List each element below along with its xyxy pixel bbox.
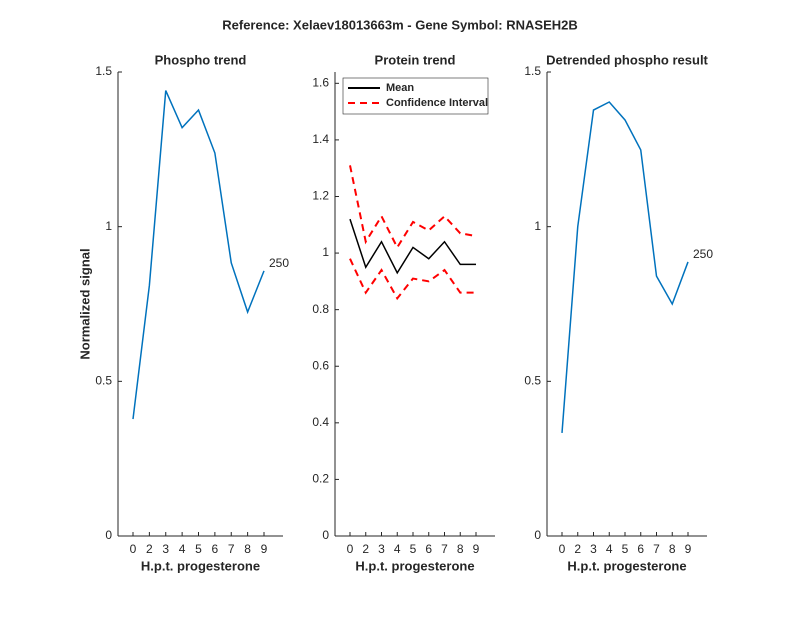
y-tick-label: 0.2 bbox=[312, 472, 329, 486]
x-tick-label: 8 bbox=[457, 542, 464, 556]
x-tick-label: 4 bbox=[179, 542, 186, 556]
y-tick-label: 0.8 bbox=[312, 302, 329, 316]
annotation: 250 bbox=[269, 256, 289, 270]
x-tick-label: 8 bbox=[669, 542, 676, 556]
y-tick-label: 1.5 bbox=[95, 64, 112, 78]
x-tick-label: 2 bbox=[362, 542, 369, 556]
line-series bbox=[349, 258, 476, 301]
x-tick-label: 6 bbox=[637, 542, 644, 556]
x-tick-label: 7 bbox=[441, 542, 448, 556]
y-tick-label: 0.5 bbox=[95, 374, 112, 388]
y-tick-label: 0 bbox=[534, 528, 541, 542]
x-tick-label: 5 bbox=[622, 542, 629, 556]
x-tick-label: 9 bbox=[685, 542, 692, 556]
x-tick-label: 7 bbox=[228, 542, 235, 556]
y-tick-label: 0.4 bbox=[312, 415, 329, 429]
y-tick-label: 1.5 bbox=[524, 64, 541, 78]
x-tick-label: 8 bbox=[244, 542, 251, 556]
x-tick-label: 7 bbox=[653, 542, 660, 556]
legend-box bbox=[342, 77, 489, 115]
y-axis-label: Normalized signal bbox=[77, 248, 92, 359]
y-tick-label: 1 bbox=[322, 245, 329, 259]
x-axis-label: H.p.t. progesterone bbox=[567, 558, 686, 573]
x-tick-label: 9 bbox=[261, 542, 268, 556]
x-tick-label: 0 bbox=[559, 542, 566, 556]
x-tick-label: 6 bbox=[425, 542, 432, 556]
x-tick-label: 3 bbox=[378, 542, 385, 556]
x-tick-label: 6 bbox=[212, 542, 219, 556]
subplot-title: Detrended phospho result bbox=[546, 52, 708, 67]
x-tick-label: 0 bbox=[130, 542, 137, 556]
x-tick-label: 5 bbox=[195, 542, 202, 556]
x-tick-label: 0 bbox=[347, 542, 354, 556]
y-tick-label: 0 bbox=[322, 528, 329, 542]
x-tick-label: 4 bbox=[606, 542, 613, 556]
legend-label: Mean bbox=[386, 82, 414, 94]
line-series bbox=[132, 90, 265, 420]
y-tick-label: 1 bbox=[534, 219, 541, 233]
y-tick-label: 1.4 bbox=[312, 132, 329, 146]
line-series bbox=[349, 165, 477, 250]
x-tick-label: 4 bbox=[394, 542, 401, 556]
y-tick-label: 1.2 bbox=[312, 189, 329, 203]
x-tick-label: 3 bbox=[162, 542, 169, 556]
x-axis-label: H.p.t. progesterone bbox=[355, 558, 474, 573]
line-series bbox=[349, 218, 476, 275]
subplot-title: Protein trend bbox=[375, 52, 456, 67]
x-tick-label: 2 bbox=[574, 542, 581, 556]
y-tick-label: 1 bbox=[105, 219, 112, 233]
y-tick-label: 0.6 bbox=[312, 358, 329, 372]
y-tick-label: 0 bbox=[105, 528, 112, 542]
y-tick-label: 1.6 bbox=[312, 75, 329, 89]
legend-label: Confidence Interval bbox=[386, 97, 488, 109]
x-tick-label: 3 bbox=[590, 542, 597, 556]
x-tick-label: 2 bbox=[146, 542, 153, 556]
x-tick-label: 5 bbox=[410, 542, 417, 556]
figure-title: Reference: Xelaev18013663m - Gene Symbol… bbox=[222, 17, 578, 32]
line-series bbox=[561, 101, 689, 434]
x-tick-label: 9 bbox=[473, 542, 480, 556]
x-axis-label: H.p.t. progesterone bbox=[141, 558, 260, 573]
subplot-title: Phospho trend bbox=[155, 52, 247, 67]
annotation: 250 bbox=[693, 247, 713, 261]
y-tick-label: 0.5 bbox=[524, 374, 541, 388]
